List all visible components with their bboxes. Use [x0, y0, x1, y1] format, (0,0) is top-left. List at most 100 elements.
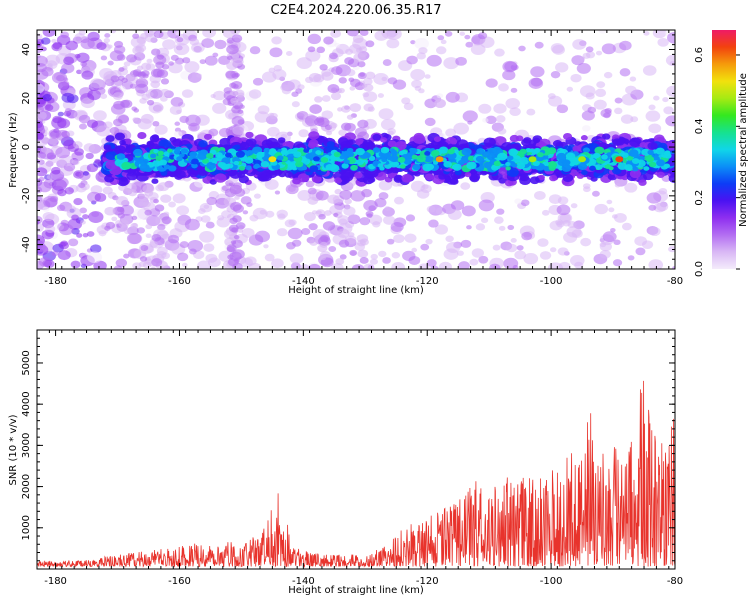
spectrogram-cell [308, 223, 318, 231]
spectrogram-cell [234, 89, 245, 98]
spectrogram-cell [418, 263, 430, 269]
spectrogram-cell [325, 130, 333, 136]
spectrogram-cell [107, 60, 114, 66]
spectrogram-cell [320, 255, 326, 261]
spectrogram-cell [175, 170, 186, 179]
spectrogram-cell [648, 259, 664, 269]
spectrogram-cell [245, 131, 254, 139]
spectrogram-cell [256, 154, 262, 160]
spectrogram-cell [254, 163, 260, 169]
spectrogram-cell [460, 239, 472, 248]
spectrogram-cell [489, 263, 501, 269]
spectrogram-cell [646, 156, 655, 163]
spectrogram-cell [113, 118, 123, 127]
spectrogram-cell [309, 165, 319, 173]
spectrogram-cell [93, 110, 107, 121]
spectrogram-cell [112, 92, 123, 100]
spectrogram-cell [516, 245, 524, 251]
spectrogram-cell [357, 249, 369, 258]
spectrogram-cell [556, 104, 569, 114]
spectrogram-cell [576, 62, 591, 74]
spectrogram-cell [307, 33, 322, 45]
spectrogram-cell [606, 199, 613, 205]
spectrogram-cell [508, 148, 519, 157]
spectrogram-cell [643, 31, 650, 36]
spectrogram-cell [510, 87, 518, 93]
spectrogram-cell [119, 139, 126, 146]
spectrogram-cell [316, 46, 326, 54]
spectrogram-cell [394, 161, 400, 166]
spectrogram-cell [433, 136, 442, 142]
spectrogram-cell [264, 179, 279, 190]
spectrogram-cell [37, 120, 43, 129]
spectrogram-cell [348, 77, 355, 83]
spectrogram-cell [269, 47, 283, 58]
spectrogram-cell [87, 119, 99, 128]
spectrogram-cell [308, 263, 321, 269]
spectrogram-cell [537, 238, 549, 247]
spectrogram-cell [85, 152, 94, 160]
spectrogram-cell [337, 87, 345, 94]
spectrogram-cell [459, 31, 466, 36]
spectrogram-cell [127, 189, 138, 197]
spectrogram-cell [139, 256, 148, 262]
spectrogram-cell [602, 231, 617, 243]
spectrogram-cell [548, 165, 556, 171]
spectrogram-cell [585, 92, 595, 100]
spectrogram-cell [619, 68, 631, 77]
spectrogram-cell [547, 262, 564, 269]
spectrogram-cell [478, 255, 489, 264]
spectrogram-cell [308, 131, 320, 140]
spectrogram-cell [51, 38, 57, 43]
spectrogram-cell [462, 110, 478, 123]
spectrogram-cell [66, 130, 75, 137]
spectrogram-cell [648, 104, 656, 110]
spectrogram-cell [349, 249, 358, 256]
spectrogram-cell [410, 68, 426, 81]
spectrogram-cell [113, 206, 125, 216]
colorbar-gradient [712, 30, 736, 269]
spectrogram-cell [359, 257, 369, 264]
spectrogram-cell [335, 258, 345, 265]
spectrogram-cell [612, 138, 623, 146]
spectrogram-cell [173, 130, 183, 138]
spectrogram-cell [182, 262, 188, 268]
spectrogram-cell [414, 37, 429, 50]
spectrogram-cell [403, 102, 414, 111]
spectrogram-cell [514, 198, 522, 205]
spectrogram-cell [465, 41, 473, 48]
spectrogram-cell [628, 149, 639, 157]
spectrogram-cell [309, 104, 322, 114]
spectrogram-cell [150, 266, 157, 269]
spectrogram-cell [401, 97, 411, 105]
spectrogram-cell [293, 151, 302, 158]
spectrogram-cell [252, 207, 268, 220]
spectrogram-cell [426, 205, 436, 213]
spectrogram-cell [325, 164, 335, 171]
spectrogram-cell [231, 34, 243, 43]
spectrogram-cell [426, 54, 442, 67]
spectrogram-cell [344, 198, 352, 205]
spectrogram-cell [506, 243, 518, 253]
spectrogram-cell [149, 241, 158, 248]
spectrogram-cell [337, 137, 349, 146]
spectrogram-cell [42, 206, 50, 212]
spectrogram-cell [384, 206, 391, 211]
spectrogram-cell [37, 167, 48, 177]
spectrogram-cell [61, 63, 75, 74]
spectrogram-cell [648, 161, 657, 168]
spectrogram-cell [595, 50, 603, 56]
spectrogram-cell [241, 227, 255, 238]
spectrogram-cell [284, 171, 293, 178]
spectrogram-cell [64, 108, 72, 114]
spectrogram-cell [271, 36, 282, 45]
spectrogram-cell [346, 114, 354, 120]
spectrogram-cell [170, 54, 179, 61]
spectrogram-cell [351, 264, 365, 269]
spectrogram-cell [550, 247, 557, 253]
spectrogram-cell [495, 115, 506, 123]
spectrogram-cell [94, 158, 101, 164]
spectrogram-cell [172, 138, 183, 147]
spectrogram-cell [147, 92, 154, 97]
spectrogram-cell [280, 149, 288, 155]
